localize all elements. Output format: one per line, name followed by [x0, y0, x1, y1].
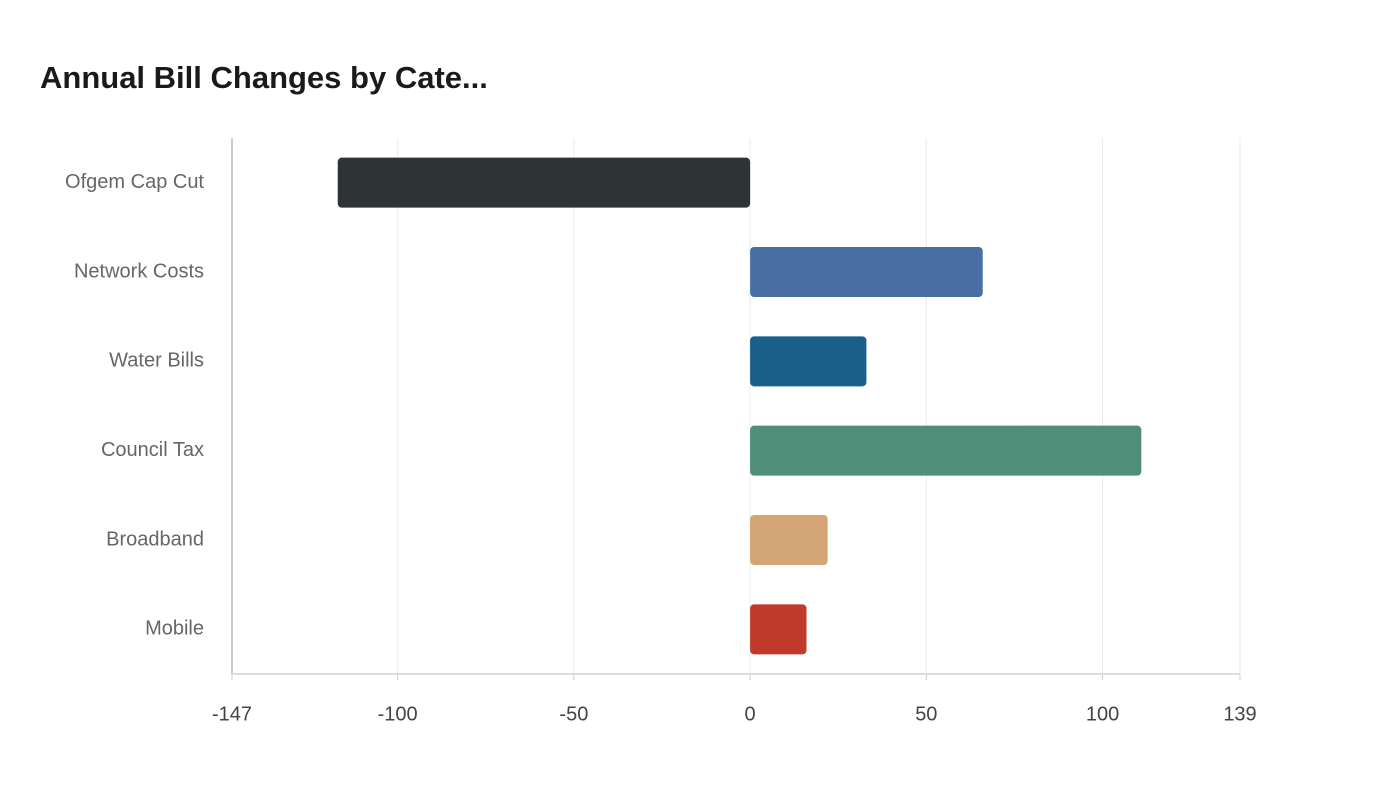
- y-tick-label: Broadband: [106, 528, 204, 550]
- x-tick-label: -100: [378, 703, 418, 725]
- bar: [750, 604, 807, 655]
- bar: [750, 515, 828, 565]
- x-tick-label: -50: [559, 703, 588, 725]
- x-tick-label: 100: [1086, 703, 1119, 725]
- bar: [750, 247, 983, 297]
- x-tick-label: 50: [915, 703, 937, 725]
- bar: [750, 336, 867, 387]
- y-tick-label: Network Costs: [74, 260, 204, 282]
- chart-title: Annual Bill Changes by Cate...: [40, 60, 488, 95]
- x-tick-label: -147: [212, 703, 252, 725]
- y-tick-label: Water Bills: [109, 350, 204, 372]
- x-tick-label: 0: [745, 703, 756, 725]
- y-tick-label: Mobile: [145, 618, 204, 640]
- x-tick-label: 139: [1223, 703, 1256, 725]
- y-tick-label: Council Tax: [101, 439, 204, 461]
- bar: [750, 425, 1142, 476]
- bar: [337, 157, 751, 208]
- y-tick-label: Ofgem Cap Cut: [65, 171, 204, 193]
